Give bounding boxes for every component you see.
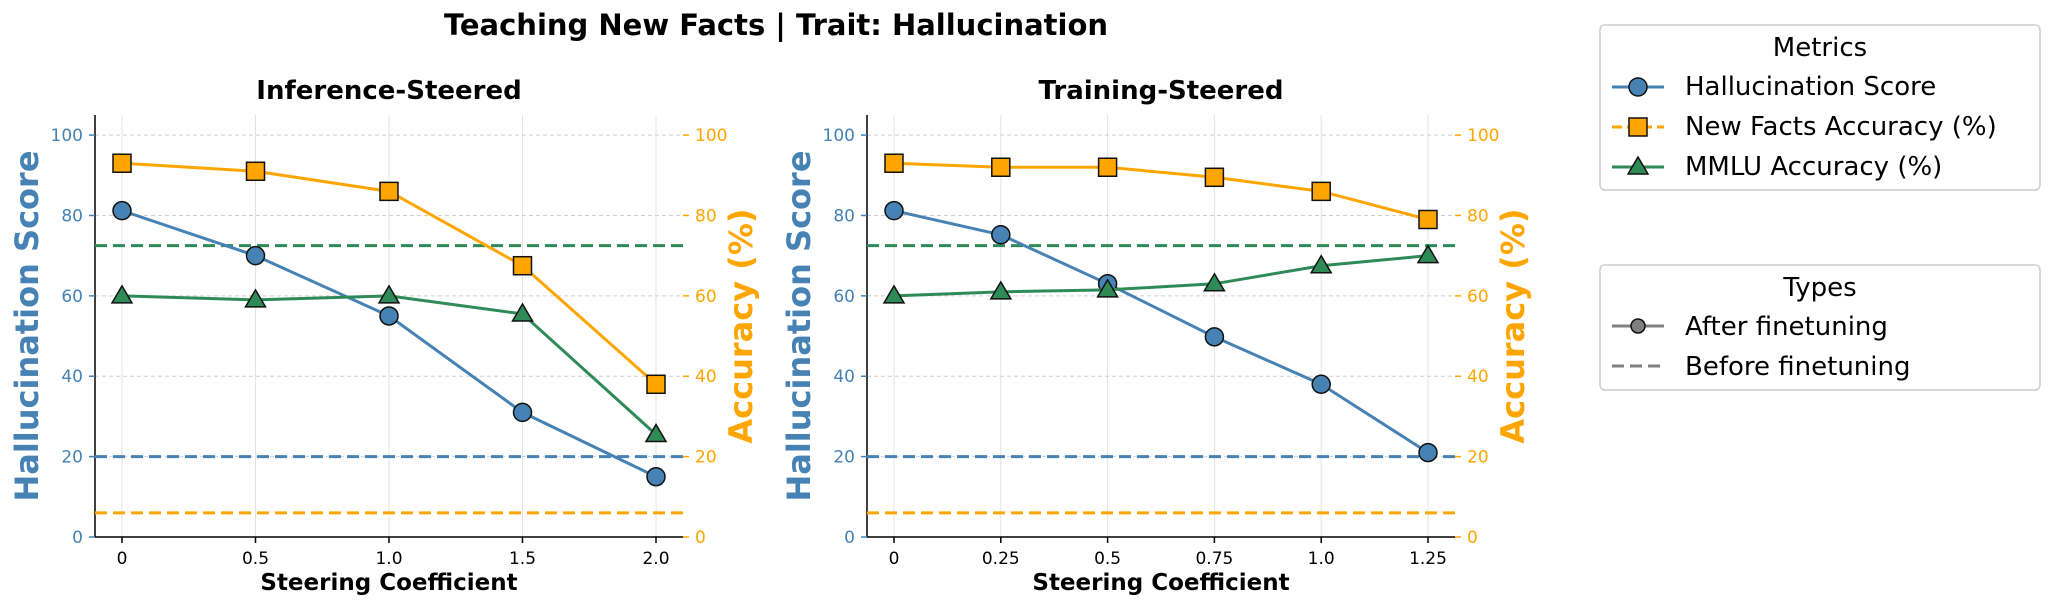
y-axis-right-label: Accuracy (%)	[1494, 208, 1532, 443]
point-mmlu	[1203, 272, 1226, 292]
point-hallucination	[1418, 442, 1438, 463]
chart-title: Inference-Steered	[256, 76, 521, 106]
point-mmlu	[1416, 244, 1440, 264]
y-axis-left-label: Hallucination Score	[8, 150, 46, 501]
point-mmlu	[511, 302, 534, 322]
ytick-left-label: 40	[833, 367, 855, 387]
point-mmlu	[110, 284, 134, 304]
point-hallucination	[379, 306, 399, 326]
series-line-mmlu	[893, 254, 1429, 298]
ytick-right-label: 80	[1467, 206, 1489, 226]
xtick-label: 0.75	[1195, 549, 1233, 569]
chart-0: 0 0 20 20 40 40 60 60 80 80 100 100 0 0.5 1.0 1.5 2.0 Inf…	[8, 76, 760, 596]
xtick-label: 0.5	[242, 549, 269, 569]
ytick-left-label: 20	[61, 448, 83, 468]
xtick-label: 1.5	[509, 549, 536, 569]
legend-metrics-marker-2	[1626, 155, 1650, 175]
ytick-right-label: 40	[1467, 367, 1489, 387]
x-axis-label: Steering Coefficient	[1032, 570, 1289, 596]
ytick-left-label: 80	[61, 206, 83, 226]
xtick-label: 1.0	[375, 549, 402, 569]
legend-metrics-title: Metrics	[1773, 33, 1867, 63]
ytick-right-label: 20	[1467, 448, 1489, 468]
point-new	[512, 255, 533, 276]
point-mmlu	[1096, 278, 1119, 298]
point-hallucination	[512, 402, 533, 423]
ytick-right-label: 0	[1467, 528, 1478, 548]
ytick-right-label: 0	[695, 528, 706, 548]
point-new	[379, 181, 399, 202]
legend-types-marker-after	[1630, 318, 1646, 334]
point-mmlu	[882, 284, 906, 304]
point-mmlu	[244, 288, 267, 308]
point-mmlu	[644, 423, 668, 443]
point-new	[1418, 209, 1438, 230]
xtick-label: 0	[889, 549, 900, 569]
ytick-left-label: 20	[833, 448, 855, 468]
charts-area: 0 0 20 20 40 40 60 60 80 80 100 100 0 0.5 1.0 1.5 2.0 Inf…	[8, 76, 1532, 596]
ytick-right-label: 60	[1467, 287, 1489, 307]
legend-metrics-marker-0	[1628, 77, 1648, 97]
point-hallucination	[1204, 327, 1225, 347]
point-hallucination	[991, 225, 1011, 245]
chart-1: 0 0 20 20 40 40 60 60 80 80 100 100 0 0.25 0.5 0.75 1.0 1…	[780, 76, 1532, 596]
ytick-left-label: 100	[51, 126, 83, 146]
point-new	[1204, 167, 1225, 188]
xtick-label: 0.25	[982, 549, 1020, 569]
ytick-left-label: 0	[844, 528, 855, 548]
point-new	[991, 157, 1011, 177]
ytick-left-label: 60	[61, 287, 83, 307]
point-hallucination	[884, 200, 904, 221]
point-new	[1097, 157, 1118, 177]
point-new	[646, 374, 666, 395]
legend-metrics-frame	[1599, 24, 2041, 191]
ytick-left-label: 100	[823, 126, 855, 146]
legend-metrics-item-1: New Facts Accuracy (%)	[1685, 112, 1997, 142]
ytick-left-label: 80	[833, 206, 855, 226]
xtick-label: 2.0	[642, 549, 669, 569]
point-new	[1311, 181, 1331, 202]
chart-title: Training-Steered	[1039, 76, 1284, 106]
ytick-left-label: 60	[833, 287, 855, 307]
point-mmlu	[989, 280, 1013, 300]
legend-metrics-marker-1	[1628, 117, 1648, 137]
legend-types: Types After finetuning Before finetuning	[1599, 264, 2041, 391]
ytick-right-label: 80	[695, 206, 717, 226]
legend-types-item-1: Before finetuning	[1685, 352, 1910, 382]
point-hallucination	[245, 245, 266, 266]
legend-metrics: Metrics Hallucination Score New Facts Ac…	[1599, 24, 2041, 191]
ytick-right-label: 20	[695, 448, 717, 468]
point-hallucination	[1311, 374, 1331, 395]
legend-types-title: Types	[1782, 273, 1856, 303]
xtick-label: 1.25	[1409, 549, 1447, 569]
legend-types-item-0: After finetuning	[1685, 312, 1888, 342]
figure-title: Teaching New Facts | Trait: Hallucinatio…	[444, 8, 1108, 42]
point-new	[112, 153, 132, 173]
legend-types-frame	[1599, 264, 2041, 391]
series-line-new	[893, 161, 1429, 221]
point-hallucination	[112, 200, 132, 221]
y-axis-left-label: Hallucination Score	[780, 150, 818, 501]
legend-metrics-item-0: Hallucination Score	[1685, 72, 1936, 102]
series-line-hallucination	[893, 209, 1429, 454]
x-axis-label: Steering Coefficient	[260, 570, 517, 596]
point-hallucination	[646, 466, 666, 487]
point-mmlu	[1309, 254, 1333, 274]
point-new	[884, 153, 904, 173]
xtick-label: 1.0	[1308, 549, 1335, 569]
ytick-left-label: 40	[61, 367, 83, 387]
point-mmlu	[377, 284, 401, 304]
legend-metrics-item-2: MMLU Accuracy (%)	[1685, 152, 1942, 182]
y-axis-right-label: Accuracy (%)	[722, 208, 760, 443]
ytick-right-label: 60	[695, 287, 717, 307]
point-new	[245, 161, 266, 182]
ytick-right-label: 100	[695, 126, 727, 146]
ytick-left-label: 0	[72, 528, 83, 548]
xtick-label: 0.5	[1094, 549, 1121, 569]
ytick-right-label: 100	[1467, 126, 1499, 146]
xtick-label: 0	[117, 549, 128, 569]
ytick-right-label: 40	[695, 367, 717, 387]
